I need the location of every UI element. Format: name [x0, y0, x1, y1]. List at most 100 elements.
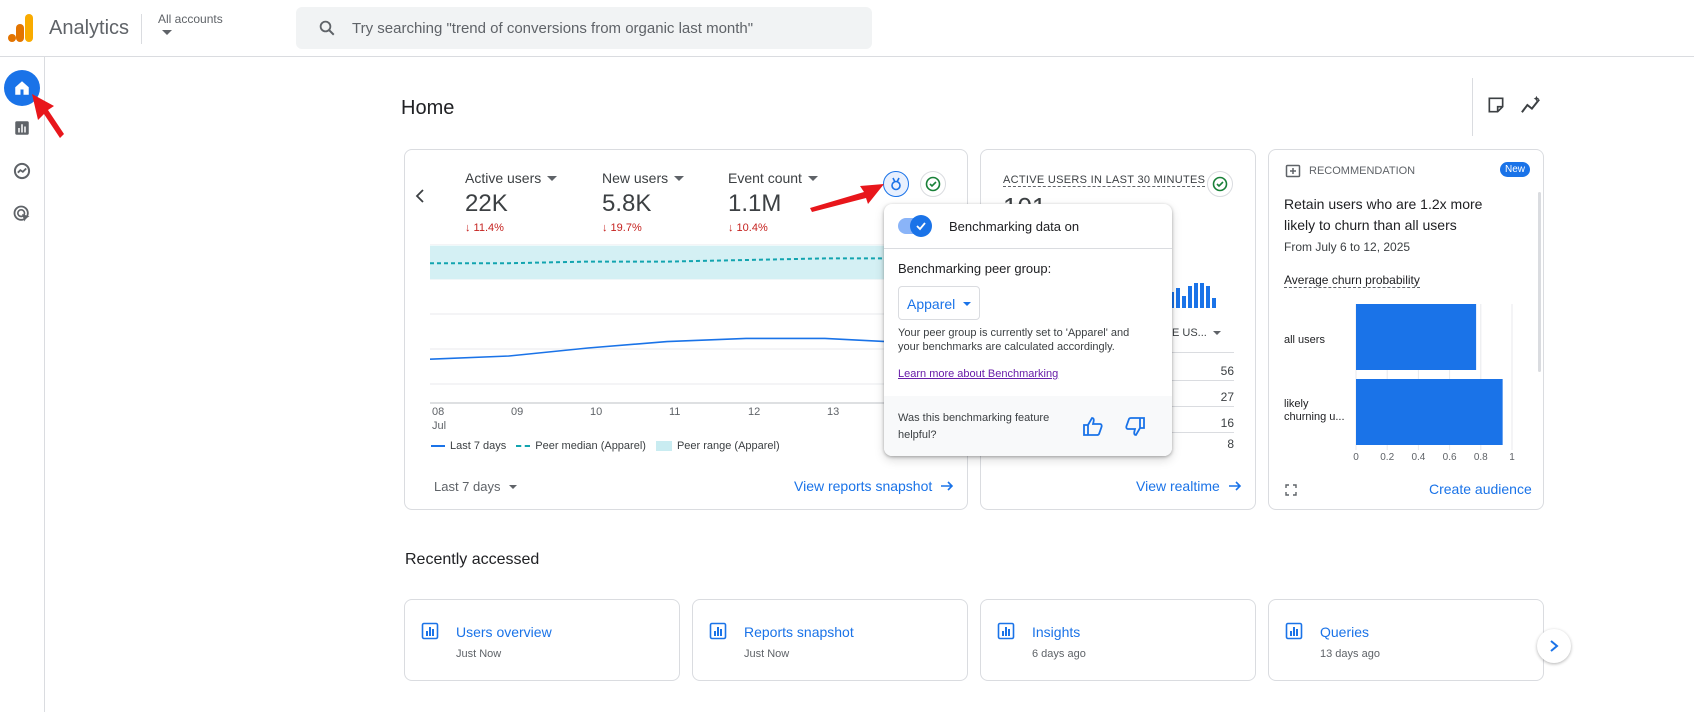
nav-home-button[interactable] — [4, 70, 40, 106]
peer-group-description: Your peer group is currently set to 'App… — [898, 327, 1130, 353]
notes-icon[interactable] — [1486, 95, 1506, 115]
benchmarking-popup: Benchmarking data on Benchmarking peer g… — [884, 204, 1172, 456]
realtime-minute-bars — [1170, 283, 1216, 308]
caret-down-icon — [807, 175, 818, 181]
analytics-logo-icon[interactable] — [8, 14, 34, 42]
peer-group-value: Apparel — [907, 296, 956, 312]
peer-median-line — [430, 257, 886, 265]
chart-legend: Last 7 days Peer median (Apparel) Peer r… — [431, 440, 780, 452]
recommendation-date: From July 6 to 12, 2025 — [1284, 240, 1411, 254]
toggle-label: Benchmarking data on — [949, 219, 1080, 234]
view-realtime-link[interactable]: View realtime — [1136, 478, 1242, 494]
peer-group-select[interactable]: Apparel — [898, 286, 980, 320]
legend-item: Peer median (Apparel) — [516, 440, 646, 452]
recent-item-title: Users overview — [456, 624, 552, 640]
explore-icon — [13, 162, 31, 180]
metric-change: ↓ 11.4% — [465, 222, 504, 234]
x-tick-label: 1 — [1509, 452, 1515, 463]
feedback-section: Was this benchmarking feature helpful? — [884, 396, 1172, 456]
benchmarking-toggle[interactable] — [898, 215, 932, 237]
x-axis-month-label: Jul — [432, 420, 447, 432]
app-title: Analytics — [49, 17, 130, 39]
realtime-check-button[interactable] — [1207, 171, 1233, 197]
search-bar[interactable]: Try searching "trend of conversions from… — [296, 7, 872, 49]
recent-item[interactable]: Insights 6 days ago — [980, 599, 1256, 681]
left-nav-rail — [0, 57, 45, 712]
chevron-left-icon[interactable] — [413, 188, 427, 204]
learn-more-link[interactable]: Learn more about Benchmarking — [898, 368, 1059, 380]
annotation-arrow-icon — [32, 94, 64, 138]
metric-active-users[interactable]: Active users 22K ↓ 11.4% — [465, 170, 558, 234]
x-tick-label: 12 — [748, 406, 761, 418]
churn-bar — [1356, 304, 1477, 370]
date-range-dropdown[interactable]: Last 7 days — [434, 479, 517, 494]
link-label: View reports snapshot — [794, 478, 933, 494]
metric-change: ↓ 10.4% — [728, 222, 768, 234]
thumbs-down-icon[interactable] — [1124, 417, 1146, 437]
x-tick-label: 11 — [669, 406, 681, 418]
annotation-arrow-icon — [810, 184, 884, 212]
table-row: 56 — [1220, 364, 1234, 378]
churn-metric-label: Average churn probability — [1284, 273, 1420, 288]
link-label: View realtime — [1136, 478, 1220, 494]
report-chart-icon — [421, 622, 439, 640]
arrow-right-icon — [1228, 481, 1241, 491]
overview-line-chart — [430, 244, 886, 404]
recently-accessed-title: Recently accessed — [405, 551, 540, 568]
realtime-title: ACTIVE USERS IN LAST 30 MINUTES — [1003, 174, 1206, 187]
recent-item[interactable]: Users overview Just Now — [404, 599, 680, 681]
realtime-dimension-dropdown[interactable]: E US... — [1172, 327, 1221, 339]
recent-item-time: 13 days ago — [1320, 648, 1380, 660]
recent-item-title: Queries — [1320, 624, 1370, 640]
data-quality-check-button[interactable] — [920, 171, 946, 197]
report-chart-icon — [997, 622, 1015, 640]
table-row: 8 — [1227, 437, 1234, 451]
recent-item[interactable]: Reports snapshot Just Now — [692, 599, 968, 681]
recent-item[interactable]: Queries 13 days ago — [1268, 599, 1544, 681]
metric-new-users[interactable]: New users 5.8K ↓ 19.7% — [602, 170, 685, 234]
page-title: Home — [401, 97, 455, 119]
account-selector[interactable]: All accounts — [158, 12, 223, 35]
nav-advertising-button[interactable] — [4, 196, 40, 232]
caret-down-icon — [162, 30, 172, 35]
fullscreen-icon[interactable] — [1285, 484, 1297, 496]
thumbs-up-icon[interactable] — [1082, 416, 1104, 436]
last-7-days-line — [430, 337, 886, 360]
feedback-question: Was this benchmarking feature helpful? — [898, 412, 1050, 441]
recent-item-time: Just Now — [456, 648, 502, 660]
check-icon — [916, 222, 926, 231]
metric-change: ↓ 19.7% — [602, 222, 642, 234]
x-tick-label: 0.6 — [1443, 452, 1457, 463]
header-divider — [141, 14, 142, 44]
bar-category-label: all users — [1284, 334, 1325, 346]
metric-label: Active users — [465, 170, 542, 186]
x-tick-label: 0.4 — [1411, 452, 1425, 463]
create-audience-link[interactable]: Create audience — [1429, 481, 1532, 497]
caret-down-icon — [963, 302, 971, 306]
target-cursor-icon — [13, 205, 30, 222]
carousel-next-button[interactable] — [1537, 629, 1571, 663]
metric-event-count[interactable]: Event count 1.1M ↓ 10.4% — [728, 170, 818, 234]
x-tick-label: 09 — [511, 406, 524, 418]
insights-sparkle-icon[interactable] — [1520, 95, 1542, 115]
churn-bar-chart: 0 0.2 0.4 0.6 0.8 1 all users likely churning u.… — [1284, 304, 1515, 463]
view-reports-snapshot-link[interactable]: View reports snapshot — [794, 478, 954, 494]
nav-explore-button[interactable] — [4, 153, 40, 189]
date-range-label: Last 7 days — [434, 479, 501, 494]
recent-item-title: Insights — [1032, 624, 1081, 640]
check-circle-icon — [1212, 176, 1228, 192]
recent-item-time: 6 days ago — [1032, 648, 1086, 660]
dimension-label: E US... — [1172, 327, 1207, 339]
table-divider — [1172, 352, 1234, 353]
nav-reports-button[interactable] — [4, 110, 40, 146]
peer-range-band — [430, 245, 886, 280]
search-icon — [319, 20, 335, 36]
benchmark-medal-button[interactable] — [883, 171, 909, 197]
caret-down-icon — [1212, 331, 1221, 335]
medal-icon — [891, 177, 901, 191]
x-tick-label: 10 — [590, 406, 603, 418]
recent-item-title: Reports snapshot — [744, 624, 854, 640]
chevron-right-icon — [1550, 640, 1559, 652]
card-scrollbar[interactable] — [1538, 192, 1541, 372]
x-tick-label: 0.8 — [1474, 452, 1488, 463]
